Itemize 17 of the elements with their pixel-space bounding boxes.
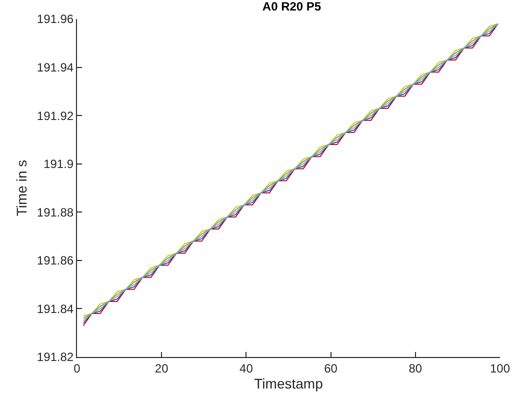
chart-title: A0 R20 P5 xyxy=(262,0,322,14)
y-tick-label: 191.96 xyxy=(36,12,74,26)
y-tick-label: 191.84 xyxy=(36,302,74,316)
y-tick-label: 191.88 xyxy=(36,205,74,220)
x-tick-label: 20 xyxy=(154,361,169,376)
x-tick-label: 100 xyxy=(490,361,510,376)
y-tick-label: 191.92 xyxy=(36,108,74,123)
x-axis-title: Timestamp xyxy=(254,376,324,392)
x-tick-label: 0 xyxy=(74,361,81,376)
y-tick-label: 191.94 xyxy=(36,60,74,74)
y-tick-label: 191.9 xyxy=(44,157,74,172)
x-tick-label: 40 xyxy=(240,361,254,376)
x-tick-label: 60 xyxy=(324,361,338,376)
x-tick-label: 80 xyxy=(408,361,422,376)
y-axis-title: Time in s xyxy=(13,160,30,216)
y-tick-label: 191.86 xyxy=(36,254,74,268)
y-tick-label: 191.82 xyxy=(36,350,74,364)
